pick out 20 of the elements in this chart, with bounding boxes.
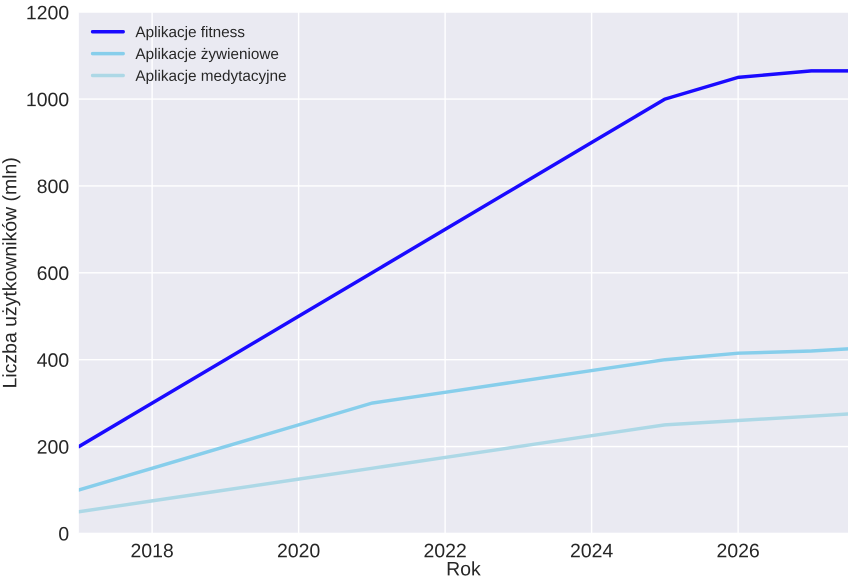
y-tick-label: 200: [38, 440, 68, 454]
x-tick-label: 2024: [570, 544, 613, 558]
legend-label: Aplikacje medytacyjne: [135, 70, 286, 84]
x-tick-label: 2022: [424, 544, 466, 558]
y-tick-label: 800: [38, 179, 68, 194]
y-tick-label: 1200: [27, 6, 68, 20]
y-tick-label: 1000: [27, 92, 68, 106]
y-tick-label: 600: [38, 266, 68, 280]
y-axis-title: Liczba użytkowników (mln): [2, 158, 20, 387]
line-series: [78, 347, 848, 492]
x-tick-label: 2020: [278, 544, 320, 558]
line-series: [78, 412, 848, 514]
y-tick-label: 400: [37, 353, 68, 367]
legend-label: Aplikacje fitness: [135, 26, 244, 40]
line-series: [78, 69, 848, 448]
x-tick-label: 2026: [717, 544, 759, 558]
x-tick-label: 2018: [131, 544, 173, 558]
y-tick-label: 0: [59, 526, 68, 541]
x-axis-title: Rok: [448, 561, 481, 576]
legend-label: Aplikacje żywieniowe: [135, 48, 278, 62]
